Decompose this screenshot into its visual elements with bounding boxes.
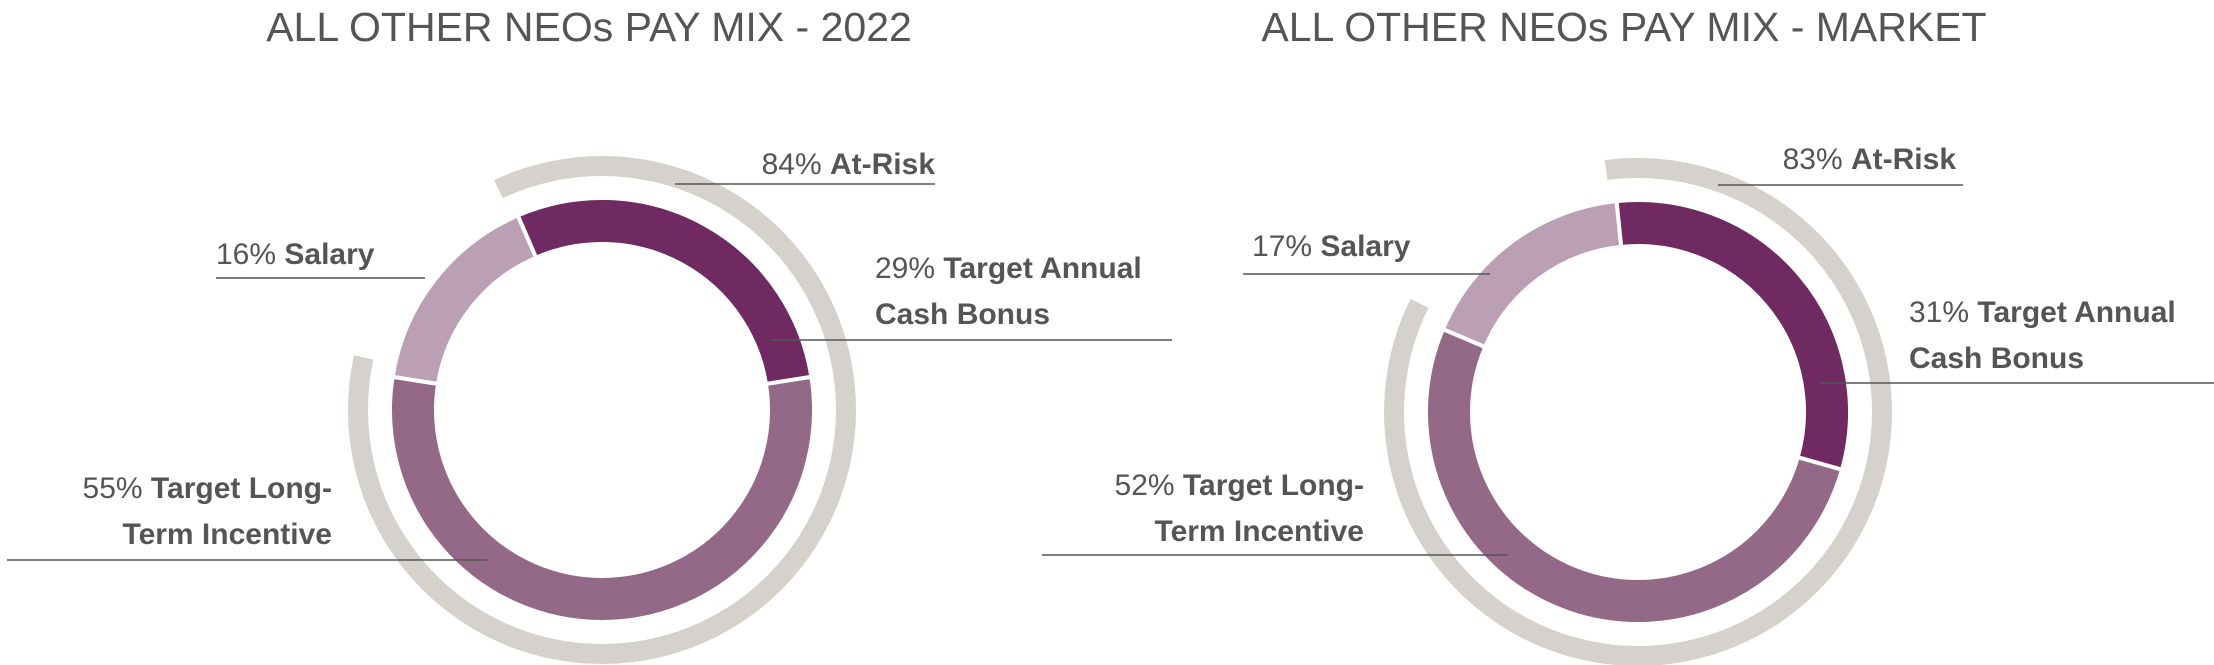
at-risk-value-label: 83% (1782, 143, 1843, 176)
segment-value-label: 17% (1252, 230, 1313, 263)
at-risk-label: 83% At-Risk (1646, 137, 1956, 183)
donut-segment (1424, 326, 1845, 626)
segment-label: 17% Salary (1252, 224, 1562, 270)
segment-value-label: 55% (82, 472, 143, 505)
chart-title: ALL OTHER NEOs PAY MIX - 2022 (266, 4, 912, 50)
chart-title: ALL OTHER NEOs PAY MIX - MARKET (1261, 4, 1987, 50)
segment-label: 52% Target Long-Term Incentive (1054, 463, 1364, 555)
segment-label: 31% Target Annual Cash Bonus (1909, 290, 2214, 382)
segment-name: Target Long-Term Incentive (122, 472, 332, 551)
segment-name: Target Annual Cash Bonus (1909, 296, 2176, 375)
donut-segment (388, 374, 816, 624)
segment-value-label: 16% (216, 238, 277, 271)
segment-name: Salary (1320, 230, 1411, 263)
segment-value-label: 52% (1114, 469, 1175, 502)
segment-name: Target Long-Term Incentive (1154, 469, 1364, 548)
at-risk-name: At-Risk (1850, 143, 1956, 176)
at-risk-name: At-Risk (829, 148, 935, 181)
segment-label: 55% Target Long-Term Incentive (22, 466, 332, 558)
segment-label: 16% Salary (216, 232, 526, 278)
at-risk-value-label: 84% (761, 148, 822, 181)
segment-value-label: 29% (875, 252, 936, 285)
segment-name: Target Annual Cash Bonus (875, 252, 1142, 331)
segment-value-label: 31% (1909, 296, 1970, 329)
segment-name: Salary (284, 238, 375, 271)
at-risk-label: 84% At-Risk (625, 142, 935, 188)
segment-label: 29% Target Annual Cash Bonus (875, 246, 1185, 338)
